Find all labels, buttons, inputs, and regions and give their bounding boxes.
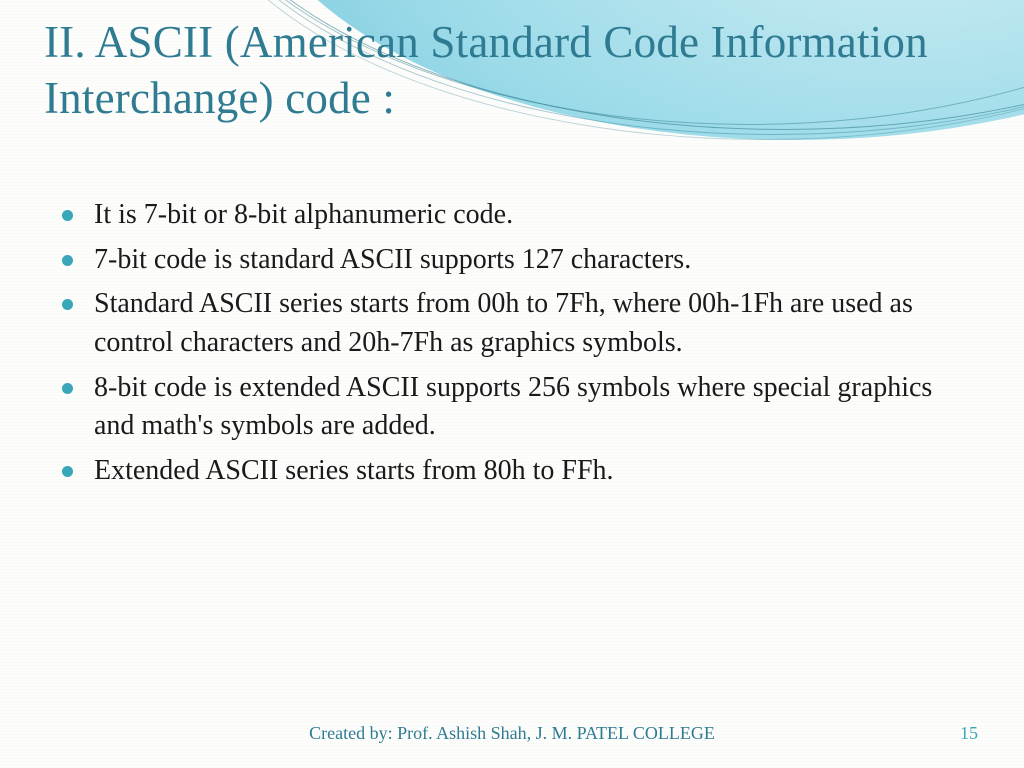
slide: II. ASCII (American Standard Code Inform… xyxy=(0,0,1024,768)
slide-title: II. ASCII (American Standard Code Inform… xyxy=(44,14,980,127)
footer-credit: Created by: Prof. Ashish Shah, J. M. PAT… xyxy=(0,723,1024,744)
bullet-item: It is 7-bit or 8-bit alphanumeric code. xyxy=(56,196,968,235)
bullet-item: Standard ASCII series starts from 00h to… xyxy=(56,285,968,362)
bullet-item: Extended ASCII series starts from 80h to… xyxy=(56,452,968,491)
bullet-list: It is 7-bit or 8-bit alphanumeric code. … xyxy=(56,196,968,496)
bullet-item: 8-bit code is extended ASCII supports 25… xyxy=(56,369,968,446)
page-number: 15 xyxy=(960,723,978,744)
bullet-item: 7-bit code is standard ASCII supports 12… xyxy=(56,241,968,280)
